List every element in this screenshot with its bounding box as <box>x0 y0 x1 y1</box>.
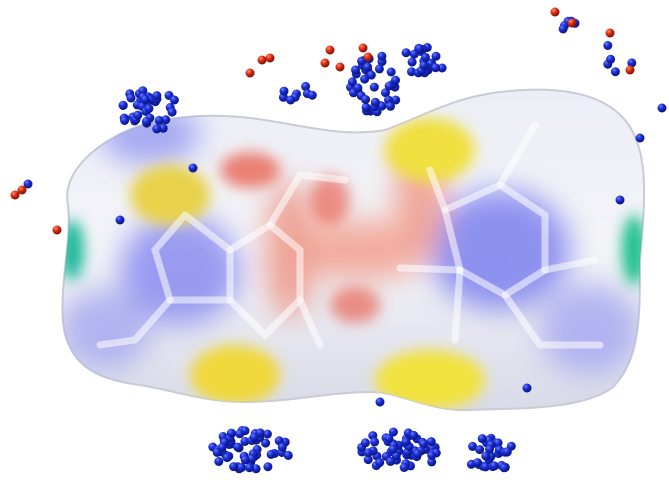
blue-sphere <box>241 455 250 464</box>
red-sphere <box>326 46 335 55</box>
blue-sphere <box>278 443 287 452</box>
blue-sphere <box>401 437 410 446</box>
blue-sphere <box>256 428 265 437</box>
blue-sphere <box>155 116 164 125</box>
blue-sphere <box>168 108 177 117</box>
blue-sphere <box>490 461 499 470</box>
blue-sphere <box>606 55 615 64</box>
red-sphere <box>606 29 615 38</box>
blue-sphere <box>235 429 244 438</box>
blue-sphere <box>308 91 317 100</box>
blue-sphere <box>603 41 612 50</box>
blue-sphere <box>286 96 295 105</box>
blue-sphere <box>133 111 142 120</box>
blue-sphere <box>362 103 371 112</box>
blue-sphere <box>473 458 482 467</box>
blue-sphere <box>144 104 153 113</box>
red-sphere <box>321 59 330 68</box>
blue-sphere <box>503 447 512 456</box>
blue-sphere <box>419 61 428 70</box>
blue-sphere <box>389 445 398 454</box>
blue-sphere <box>245 463 254 472</box>
blue-sphere <box>152 91 161 100</box>
blue-sphere <box>214 457 223 466</box>
blue-sphere <box>127 94 136 103</box>
red-sphere <box>18 186 27 195</box>
red-sphere <box>336 63 345 72</box>
blue-sphere <box>500 463 509 472</box>
red-sphere <box>359 44 368 53</box>
blue-sphere <box>431 63 440 72</box>
blue-sphere <box>361 95 370 104</box>
blue-sphere <box>119 101 128 110</box>
blue-sphere <box>218 443 227 452</box>
blue-sphere <box>375 458 384 467</box>
blue-sphere <box>267 450 276 459</box>
surface <box>60 90 646 411</box>
red-sphere <box>258 56 267 65</box>
red-sphere <box>626 66 635 75</box>
blue-sphere <box>233 443 242 452</box>
blue-sphere <box>377 52 386 61</box>
blue-sphere <box>387 68 396 77</box>
blue-sphere <box>116 216 125 225</box>
blue-sphere <box>371 98 380 107</box>
blue-sphere <box>364 448 373 457</box>
blue-sphere <box>559 25 568 34</box>
blue-sphere <box>152 124 161 133</box>
blue-sphere <box>427 437 436 446</box>
blue-sphere <box>237 463 246 472</box>
blue-sphere <box>189 164 198 173</box>
blue-sphere <box>227 429 236 438</box>
red-sphere <box>364 53 373 62</box>
blue-sphere <box>475 445 484 454</box>
blue-sphere <box>370 83 379 92</box>
blue-sphere <box>361 438 370 447</box>
blue-sphere <box>391 76 400 85</box>
blue-sphere <box>142 117 151 126</box>
molecular-surface-render <box>0 0 669 492</box>
blue-sphere <box>386 102 395 111</box>
blue-sphere <box>363 63 372 72</box>
blue-sphere <box>353 83 362 92</box>
blue-sphere <box>280 87 289 96</box>
blue-sphere <box>263 462 272 471</box>
blue-sphere <box>120 116 129 125</box>
blue-sphere <box>481 452 490 461</box>
blue-sphere <box>229 462 238 471</box>
blue-sphere <box>523 384 532 393</box>
blue-sphere <box>375 64 384 73</box>
red-sphere <box>551 8 560 17</box>
blue-sphere <box>370 437 379 446</box>
blue-sphere <box>421 53 430 62</box>
blue-sphere <box>284 451 293 460</box>
blue-sphere <box>141 95 150 104</box>
red-sphere <box>266 54 275 63</box>
blue-sphere <box>402 48 411 57</box>
blue-sphere <box>408 58 417 67</box>
blue-sphere <box>223 453 232 462</box>
red-sphere <box>568 19 577 28</box>
blue-sphere <box>427 451 436 460</box>
blue-sphere <box>376 398 385 407</box>
blue-sphere <box>611 67 620 76</box>
blue-sphere <box>400 463 409 472</box>
red-sphere <box>53 226 62 235</box>
blue-sphere <box>384 434 393 443</box>
blue-sphere <box>636 134 645 143</box>
blue-sphere <box>415 44 424 53</box>
blue-sphere <box>658 104 667 113</box>
blue-sphere <box>432 52 441 61</box>
blue-sphere <box>478 434 487 443</box>
red-sphere <box>246 69 255 78</box>
blue-sphere <box>409 431 418 440</box>
blue-sphere <box>360 75 369 84</box>
blue-sphere <box>616 196 625 205</box>
blue-sphere <box>413 449 422 458</box>
